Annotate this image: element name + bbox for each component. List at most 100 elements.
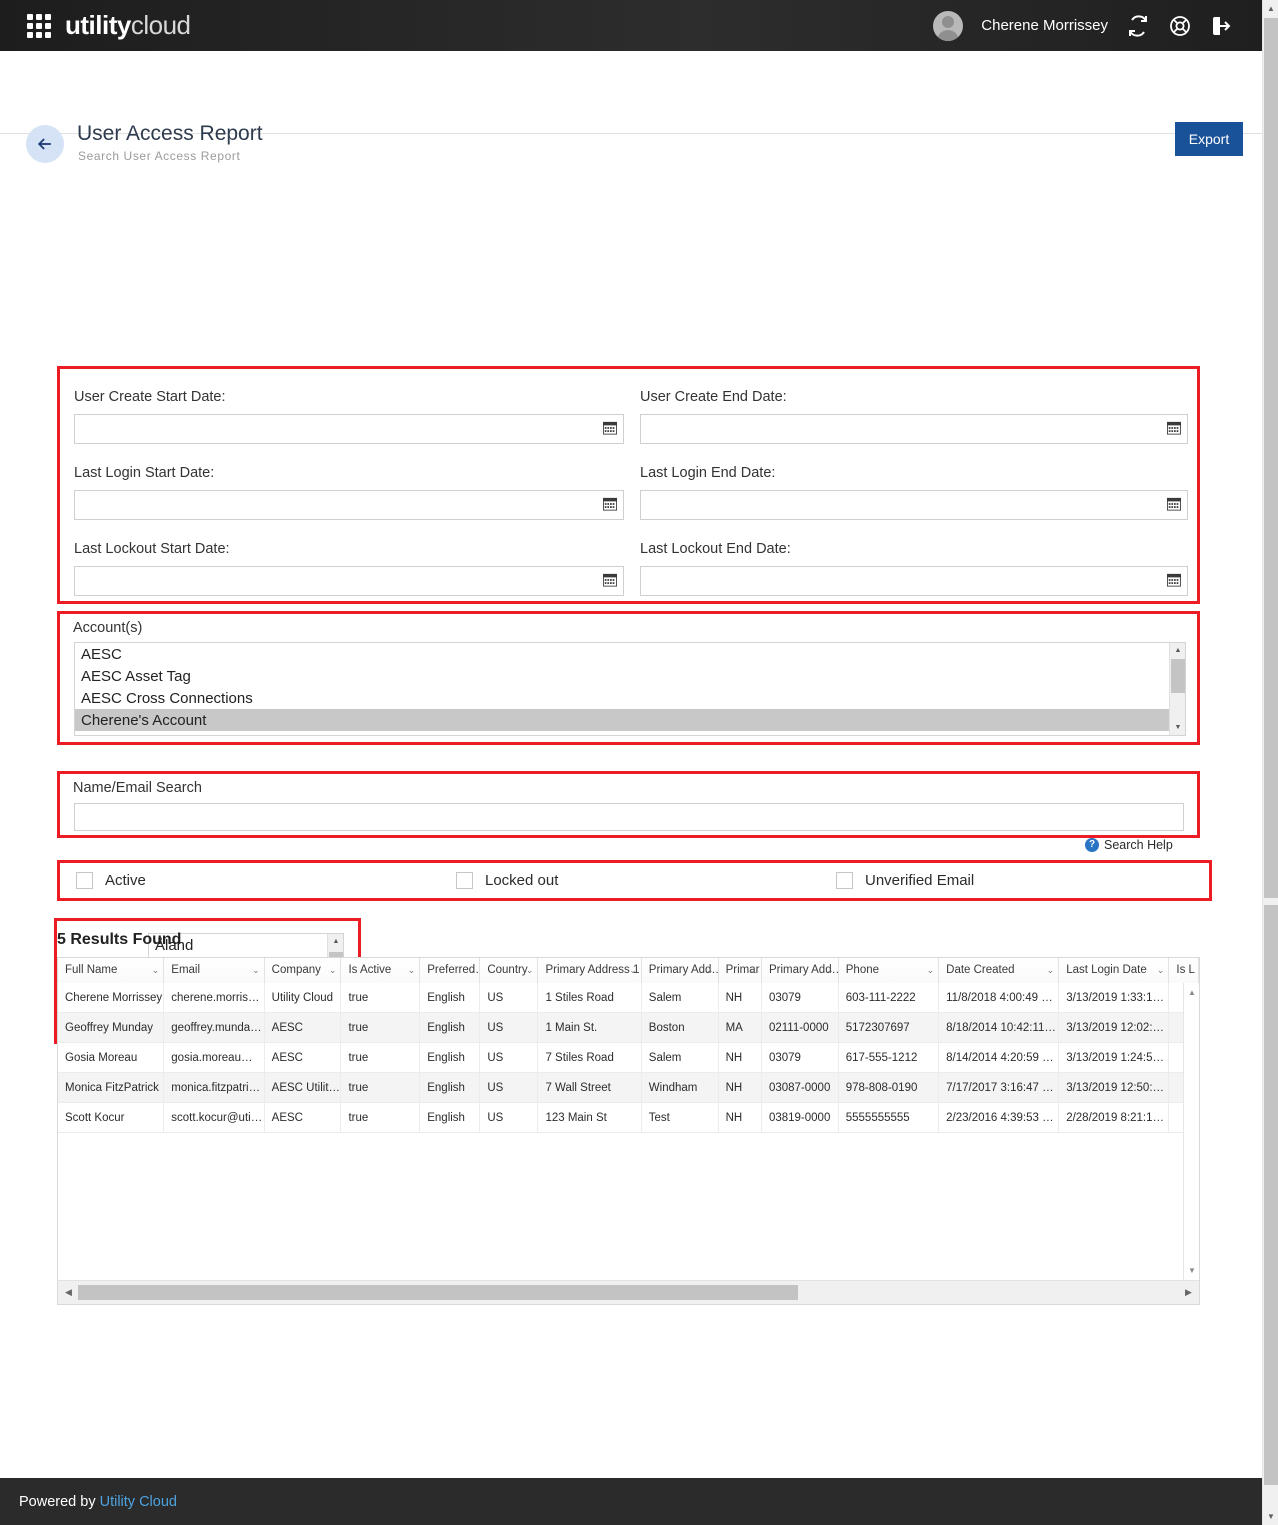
scrollbar-thumb[interactable] xyxy=(78,1285,798,1300)
table-cell: Cherene Morrissey xyxy=(58,983,165,1013)
column-header[interactable]: Last Login Date ⌄ xyxy=(1059,958,1170,983)
status-checkboxes-group: Active Locked out Unverified Email xyxy=(57,860,1212,901)
active-checkbox-row[interactable]: Active xyxy=(76,872,146,889)
active-checkbox-label: Active xyxy=(105,872,146,889)
back-button[interactable] xyxy=(26,125,64,163)
column-header[interactable]: Date Created ⌄ xyxy=(939,958,1060,983)
chevron-down-icon[interactable]: ⌄ xyxy=(467,965,476,975)
chevron-down-icon[interactable]: ⌄ xyxy=(749,965,757,975)
column-header[interactable]: Primar…⌄ xyxy=(718,958,762,983)
table-cell: scott.kocur@utilit... xyxy=(164,1103,265,1133)
column-header[interactable]: Preferred…⌄ xyxy=(420,958,481,983)
scrollbar-thumb[interactable] xyxy=(1171,659,1185,693)
chevron-down-icon[interactable]: ⌄ xyxy=(407,965,416,975)
utility-cloud-link[interactable]: Utility Cloud xyxy=(99,1493,177,1510)
last-lockout-end-date-input[interactable] xyxy=(640,566,1188,596)
browser-vertical-scrollbar[interactable]: ▲ ▼ xyxy=(1262,0,1278,1525)
results-grid-body: Cherene Morrissey cherene.morrissey... Uti… xyxy=(58,983,1199,1280)
table-row[interactable]: Cherene Morrissey cherene.morrissey... Uti… xyxy=(58,983,1199,1013)
unverified-email-checkbox-label: Unverified Email xyxy=(865,872,975,889)
scroll-up-icon[interactable]: ▲ xyxy=(1188,988,1196,997)
table-cell: English xyxy=(420,1013,481,1043)
accounts-listbox[interactable]: AESC AESC Asset Tag AESC Cross Connectio… xyxy=(74,642,1186,736)
table-cell: gosia.moreau@uti... xyxy=(164,1043,265,1073)
scroll-up-icon[interactable]: ▲ xyxy=(332,938,340,945)
last-lockout-start-date-input[interactable] xyxy=(74,566,624,596)
table-cell: NH xyxy=(719,1073,762,1103)
column-header[interactable]: Country ⌄ xyxy=(480,958,539,983)
results-grid: Full Name ⌄ Email ⌄ Company ⌄ Is Active ⌄ Prefer… xyxy=(57,957,1200,1305)
table-cell: AESC xyxy=(265,1013,342,1043)
results-count-label: 5 Results Found xyxy=(57,931,182,948)
locked-out-checkbox-row[interactable]: Locked out xyxy=(456,872,558,889)
table-row[interactable]: Gosia Moreau gosia.moreau@uti... AESC true E… xyxy=(58,1043,1199,1073)
table-row[interactable]: Geoffrey Munday geoffrey.munday... AESC tru… xyxy=(58,1013,1199,1043)
user-create-end-date-input[interactable] xyxy=(640,414,1188,444)
table-row[interactable]: Scott Kocur scott.kocur@utilit... AESC true… xyxy=(58,1103,1199,1133)
chevron-down-icon[interactable]: ⌄ xyxy=(525,965,534,975)
user-name-label[interactable]: Cherene Morrissey xyxy=(981,17,1108,34)
search-help-link[interactable]: ? Search Help xyxy=(1085,838,1173,852)
scroll-left-icon[interactable]: ◀ xyxy=(65,1287,72,1297)
country-option[interactable]: Åland xyxy=(155,937,194,954)
column-header[interactable]: Phone ⌄ xyxy=(838,958,940,983)
chevron-down-icon[interactable]: ⌄ xyxy=(926,965,935,975)
chevron-down-icon[interactable]: ⌄ xyxy=(252,965,260,975)
chevron-down-icon[interactable]: ⌄ xyxy=(328,965,337,975)
active-checkbox[interactable] xyxy=(76,872,93,889)
accounts-option[interactable]: AESC Cross Connections xyxy=(81,690,253,707)
column-header[interactable]: Full Name ⌄ xyxy=(58,958,165,983)
column-header[interactable]: Primary Add… ⌄ xyxy=(641,958,719,983)
table-cell: US xyxy=(480,1103,539,1133)
chevron-down-icon[interactable]: ⌄ xyxy=(151,965,160,975)
scrollbar-thumb-lower[interactable] xyxy=(1264,905,1278,1485)
column-header[interactable]: Primary Add… ⌄ xyxy=(761,958,839,983)
table-cell: true xyxy=(341,1043,421,1073)
accounts-listbox-scrollbar[interactable]: ▲ ▼ xyxy=(1169,643,1185,735)
results-grid-horizontal-scrollbar[interactable]: ◀ ▶ xyxy=(58,1280,1199,1304)
table-cell: 7 Wall Street xyxy=(538,1073,642,1103)
scroll-up-icon[interactable]: ▲ xyxy=(1267,4,1275,13)
column-header[interactable]: Email ⌄ xyxy=(164,958,265,983)
scroll-down-icon[interactable]: ▼ xyxy=(1267,1512,1275,1521)
locked-out-checkbox[interactable] xyxy=(456,872,473,889)
scrollbar-thumb[interactable] xyxy=(1264,18,1278,898)
chevron-down-icon[interactable]: ⌄ xyxy=(1046,965,1055,975)
table-cell: US xyxy=(480,1013,539,1043)
last-login-start-date-input[interactable] xyxy=(74,490,624,520)
chevron-down-icon[interactable]: ⌄ xyxy=(1156,965,1165,975)
accounts-option[interactable]: AESC xyxy=(81,646,122,663)
logout-icon[interactable] xyxy=(1210,14,1234,38)
column-header[interactable]: Is Active ⌄ xyxy=(341,958,421,983)
column-header[interactable]: Primary Address 1 ⌄ xyxy=(538,958,642,983)
name-email-search-input[interactable] xyxy=(74,803,1184,831)
scroll-down-icon[interactable]: ▼ xyxy=(1174,724,1182,731)
column-header[interactable]: Company ⌄ xyxy=(264,958,342,983)
unverified-email-checkbox[interactable] xyxy=(836,872,853,889)
results-grid-vertical-scrollbar[interactable]: ▲ ▼ xyxy=(1183,983,1199,1280)
scroll-up-icon[interactable]: ▲ xyxy=(1174,647,1182,654)
export-button[interactable]: Export xyxy=(1175,122,1243,156)
user-create-start-date-input[interactable] xyxy=(74,414,624,444)
brand-logo[interactable]: utilitycloud xyxy=(65,10,191,41)
avatar[interactable] xyxy=(933,10,964,41)
support-lifering-icon[interactable] xyxy=(1168,14,1192,38)
table-cell: AESC xyxy=(265,1043,342,1073)
accounts-option-selected[interactable]: Cherene's Account xyxy=(75,709,1185,731)
chevron-down-icon[interactable]: ⌄ xyxy=(629,965,637,975)
table-cell: US xyxy=(480,1043,539,1073)
search-help-label: Search Help xyxy=(1104,838,1173,852)
apps-grid-icon[interactable] xyxy=(27,13,51,38)
accounts-option[interactable]: AESC Asset Tag xyxy=(81,668,191,685)
scroll-right-icon[interactable]: ▶ xyxy=(1185,1287,1192,1297)
last-login-end-date-input[interactable] xyxy=(640,490,1188,520)
refresh-icon[interactable] xyxy=(1126,14,1150,38)
footer-text: Powered by Utility Cloud xyxy=(19,1494,177,1510)
column-header[interactable]: Is L xyxy=(1169,958,1199,983)
unverified-email-checkbox-row[interactable]: Unverified Email xyxy=(836,872,974,889)
scroll-down-icon[interactable]: ▼ xyxy=(1188,1266,1196,1275)
chevron-down-icon[interactable]: ⌄ xyxy=(706,965,714,975)
table-row[interactable]: Monica FitzPatrick monica.fitzpatrick... A… xyxy=(58,1073,1199,1103)
table-cell: 3/13/2019 1:33:14 PM xyxy=(1059,983,1170,1013)
chevron-down-icon[interactable]: ⌄ xyxy=(826,965,834,975)
